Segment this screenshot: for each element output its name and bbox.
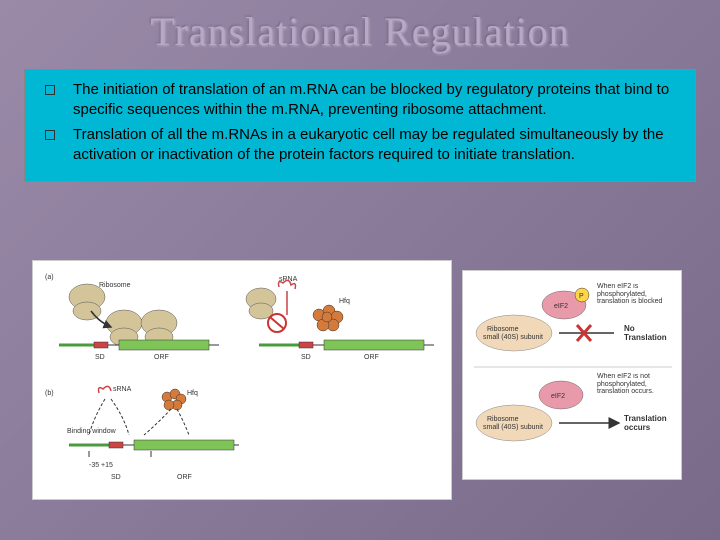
p-label: P — [579, 293, 584, 300]
sd-label-2: SD — [301, 354, 311, 361]
orf-label-3: ORF — [177, 474, 192, 481]
bullet-marker — [45, 130, 55, 140]
orf-label-2: ORF — [364, 354, 379, 361]
ribo-sub-label-1a: Ribosome — [487, 326, 519, 333]
sd-label-1: SD — [95, 354, 105, 361]
hfq-label: Hfq — [339, 298, 350, 305]
bullet-2-text: Translation of all the m.RNAs in a eukar… — [73, 125, 675, 166]
diagram-area: (a) Ribosome SD ORF sRNA — [32, 260, 688, 520]
eif2-label-2: eIF2 — [551, 393, 565, 400]
ribo-sub-label-1b: small (40S) subunit — [483, 334, 543, 341]
orf-label-1: ORF — [154, 354, 169, 361]
right-diagram-svg: eIF2 P Ribosome small (40S) subunit When… — [469, 277, 677, 475]
hfq-icon — [162, 389, 186, 410]
orf-region — [119, 340, 209, 350]
content-box: The initiation of translation of an m.RN… — [24, 69, 696, 182]
bottom-condition: When eIF2 is not phosphorylated, transla… — [597, 373, 675, 396]
sd-label-3: SD — [111, 474, 121, 481]
ribo-sub-label-2a: Ribosome — [487, 416, 519, 423]
srna-icon — [99, 386, 112, 393]
left-diagram-svg: (a) Ribosome SD ORF sRNA — [39, 267, 447, 495]
ribosome-label: Ribosome — [99, 282, 131, 289]
ribo-sub-label-2b: small (40S) subunit — [483, 424, 543, 431]
dashed-arrow — [144, 409, 171, 435]
orf-region — [324, 340, 424, 350]
bullet-2: Translation of all the m.RNAs in a eukar… — [45, 125, 675, 166]
srna-label-b: sRNA — [113, 386, 132, 393]
bullet-marker — [45, 85, 55, 95]
page-title: Translational Regulation — [0, 0, 720, 55]
binding-label: Binding window — [67, 428, 117, 435]
range-label: -35 +15 — [89, 462, 113, 469]
left-diagram-panel: (a) Ribosome SD ORF sRNA — [32, 260, 452, 500]
hfq-icon — [313, 305, 343, 331]
top-condition: When eIF2 is phosphorylated, translation… — [597, 283, 675, 306]
top-result: No Translation — [624, 325, 676, 343]
ribosome-subunit — [476, 405, 552, 441]
panel-b-label: (b) — [45, 390, 54, 397]
sd-region — [299, 342, 313, 348]
bullet-1: The initiation of translation of an m.RN… — [45, 80, 675, 121]
bullet-1-text: The initiation of translation of an m.RN… — [73, 80, 675, 121]
sd-region — [109, 442, 123, 448]
eif2-label: eIF2 — [554, 303, 568, 310]
prohibit-slash — [270, 317, 284, 329]
right-diagram-panel: eIF2 P Ribosome small (40S) subunit When… — [462, 270, 682, 480]
sd-region — [94, 342, 108, 348]
hfq-label-b: Hfq — [187, 390, 198, 397]
panel-a-label: (a) — [45, 274, 54, 281]
bottom-result: Translation occurs — [624, 415, 676, 433]
dashed-arrow — [177, 409, 189, 435]
ribosome-subunit — [476, 315, 552, 351]
orf-region — [134, 440, 234, 450]
